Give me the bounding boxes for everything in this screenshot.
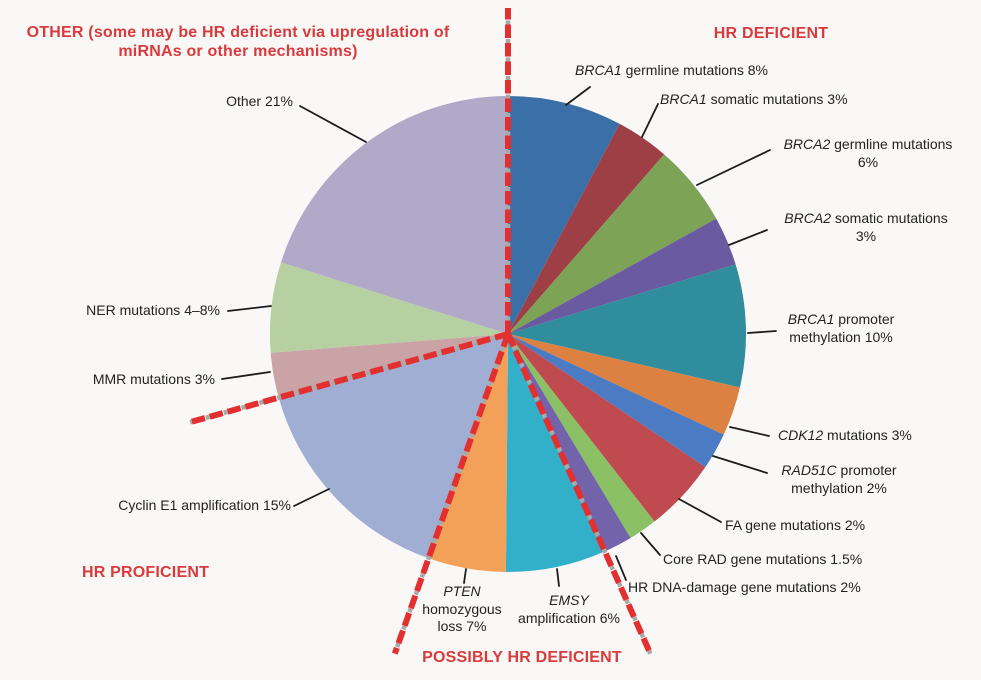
leader-line-hr-dna-damage-gene-mutations — [615, 555, 627, 581]
leader-line-emsy-amplification — [556, 568, 560, 587]
slice-label-brca1-somatic-mutations: BRCA1 somatic mutations 3% — [660, 91, 848, 107]
leader-line-brca1-promoter-methylation — [747, 330, 777, 334]
group-heading-other: OTHER (some may be HR deficient via upre… — [26, 24, 450, 60]
leader-line-pten-homozygous-loss — [463, 568, 467, 584]
leader-line-cyclin-e1-amplification — [293, 488, 330, 507]
pie-slice-rad51c-promoter-methylation — [508, 334, 724, 468]
leader-line-other — [299, 105, 367, 143]
leader-line-mmr-mutations — [221, 371, 271, 380]
leader-line-fa-gene-mutations — [678, 498, 722, 523]
leader-line-brca2-germline-mutations — [696, 149, 771, 186]
group-heading-possibly-hr-deficient: POSSIBLY HR DEFICIENT — [422, 649, 622, 666]
slice-label-brca2-somatic-mutations: BRCA2 somatic mutations 3% — [784, 210, 948, 244]
slice-label-other: Other 21% — [226, 93, 293, 109]
pie-slice-cyclin-e1-amplification — [278, 334, 508, 559]
slice-label-cdk12-mutations: CDK12 mutations 3% — [778, 427, 912, 443]
pie-slice-emsy-amplification — [505, 334, 605, 573]
group-divider-dashed-line-3 — [189, 331, 509, 425]
slice-label-fa-gene-mutations: FA gene mutations 2% — [725, 517, 866, 533]
pie-slice-fa-gene-mutations — [508, 334, 706, 522]
group-divider-dashed-line-1 — [505, 333, 653, 655]
group-divider-dashed-line-2 — [391, 332, 511, 655]
group-divider-dashed-line-1 — [505, 332, 654, 655]
slice-label-brca2-germline-mutations: BRCA2 germline mutations 6% — [783, 136, 953, 170]
pie-slice-core-rad-gene-mutations — [508, 334, 655, 538]
pie-slice-brca1-promoter-methylation — [508, 264, 746, 388]
leader-line-brca1-somatic-mutations — [641, 103, 659, 138]
pie-slice-brca2-somatic-mutations — [508, 218, 736, 334]
leader-line-brca2-somatic-mutations — [728, 229, 768, 246]
slice-label-pten-homozygous-loss: PTEN homozygous loss 7% — [422, 583, 502, 634]
group-heading-hr-proficient: HR PROFICIENT — [82, 564, 210, 581]
slice-label-ner-mutations: NER mutations 4–8% — [86, 302, 220, 318]
leader-line-core-rad-gene-mutations — [640, 532, 661, 556]
slice-label-cyclin-e1-amplification: Cyclin E1 amplification 15% — [118, 497, 291, 513]
leader-line-ner-mutations — [227, 305, 272, 312]
slice-label-brca1-promoter-methylation: BRCA1 promoter methylation 10% — [787, 311, 895, 345]
pie-slice-brca2-germline-mutations — [508, 154, 717, 334]
leader-line-brca1-germline-mutations — [565, 86, 591, 106]
slice-label-emsy-amplification: EMSY amplification 6% — [518, 592, 620, 626]
pie-slice-hr-dna-damage-gene-mutations — [508, 334, 631, 552]
slice-label-core-rad-gene-mutations: Core RAD gene mutations 1.5% — [663, 551, 863, 567]
group-heading-hr-deficient: HR DEFICIENT — [713, 25, 829, 42]
pie-slice-other — [281, 96, 508, 334]
leader-line-rad51c-promoter-methylation — [712, 455, 768, 474]
slice-label-hr-dna-damage-gene-mutations: HR DNA-damage gene mutations 2% — [628, 579, 861, 595]
pie-slice-brca1-germline-mutations — [508, 96, 620, 334]
slice-label-rad51c-promoter-methylation: RAD51C promoter methylation 2% — [781, 462, 897, 496]
slice-label-mmr-mutations: MMR mutations 3% — [92, 371, 215, 387]
pie-slice-brca1-somatic-mutations — [508, 123, 665, 335]
pie-slice-cdk12-mutations — [508, 334, 740, 435]
pie-slice-ner-mutations — [269, 262, 508, 353]
leader-line-cdk12-mutations — [729, 426, 770, 437]
slice-label-brca1-germline-mutations: BRCA1 germline mutations 8% — [575, 62, 768, 78]
